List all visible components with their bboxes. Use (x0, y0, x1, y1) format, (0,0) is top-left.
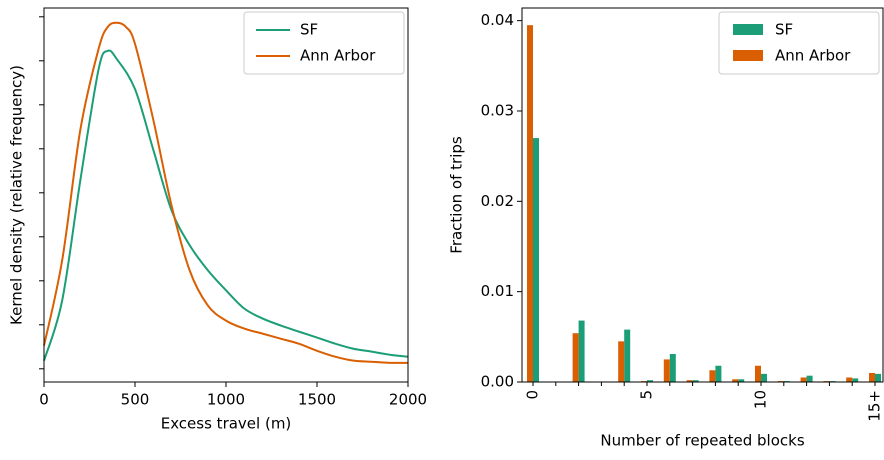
axes-frame (43, 7, 409, 383)
y-tick-label: 0.04 (481, 11, 514, 29)
bar (533, 138, 539, 382)
legend-frame (243, 11, 405, 75)
bar (709, 370, 716, 382)
bar (732, 379, 739, 382)
x-tick-label: 0 (524, 390, 542, 400)
bar (669, 353, 676, 382)
density-line (43, 49, 409, 361)
bar (647, 380, 653, 382)
bar (618, 341, 625, 382)
bar (572, 333, 579, 382)
bar (800, 377, 807, 382)
bar (527, 25, 533, 383)
bar (761, 373, 767, 382)
bar (755, 365, 761, 382)
y-tick-label: 0.03 (481, 101, 514, 119)
x-tick-label: 0 (39, 391, 49, 409)
x-axis-label: Number of repeated blocks (600, 432, 804, 450)
bar (578, 320, 585, 382)
legend-label: SF (775, 21, 793, 39)
density-line (43, 21, 409, 364)
bar (686, 380, 693, 382)
x-tick-label: 15+ (866, 390, 884, 422)
bar (715, 365, 722, 382)
x-axis-label: Excess travel (m) (161, 415, 292, 433)
x-tick-label: 1500 (298, 391, 336, 409)
y-axis-label: Fraction of trips (448, 136, 466, 254)
legend-swatch (733, 50, 763, 61)
x-tick-label: 2000 (389, 391, 427, 409)
legend-label: SF (300, 21, 318, 39)
legend-label: Ann Arbor (775, 47, 851, 65)
legend-label: Ann Arbor (300, 47, 376, 65)
axes-frame (521, 7, 884, 383)
legend-swatch (733, 24, 763, 35)
bar (846, 377, 853, 382)
x-tick-label: 500 (121, 391, 150, 409)
y-axis-label: Kernel density (relative frequency) (8, 65, 26, 325)
bar (624, 329, 631, 382)
bar (869, 372, 875, 382)
y-tick-label: 0.01 (481, 282, 514, 300)
bar (738, 379, 745, 382)
bar (806, 375, 813, 382)
legend-frame (718, 11, 880, 75)
bar (663, 359, 670, 382)
x-tick-label: 10 (752, 390, 770, 409)
bar (692, 380, 699, 382)
x-tick-label: 1000 (207, 391, 245, 409)
y-tick-label: 0.02 (481, 192, 514, 210)
bar (875, 373, 881, 382)
x-tick-label: 5 (638, 390, 656, 400)
y-tick-label: 0.00 (481, 373, 514, 391)
bar (852, 378, 859, 382)
